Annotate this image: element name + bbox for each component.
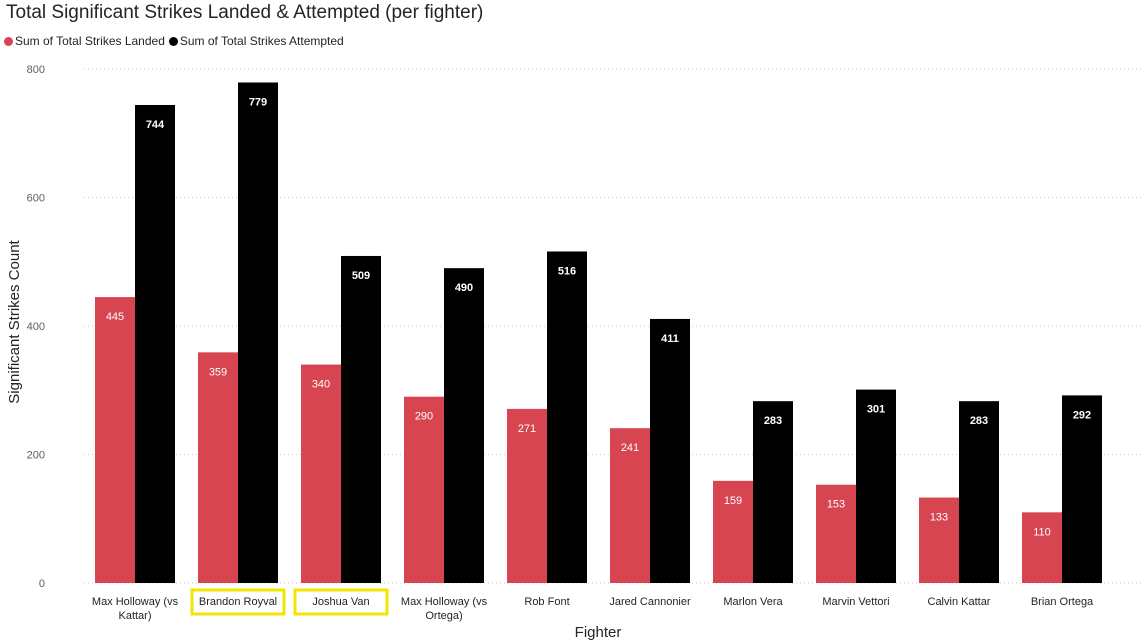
x-tick-label: Marlon Vera bbox=[723, 596, 783, 608]
bar-landed[interactable] bbox=[919, 497, 959, 583]
y-tick-label: 600 bbox=[27, 193, 45, 205]
x-tick-label: Calvin Kattar bbox=[928, 596, 991, 608]
data-label-landed: 159 bbox=[724, 495, 742, 507]
y-tick-label: 0 bbox=[39, 578, 45, 590]
legend: Sum of Total Strikes Landed Sum of Total… bbox=[4, 34, 348, 48]
chart-title: Total Significant Strikes Landed & Attem… bbox=[6, 2, 484, 23]
data-label-landed: 290 bbox=[415, 411, 433, 423]
x-tick-label: Brandon Royval bbox=[199, 596, 277, 608]
data-label-attempted: 283 bbox=[764, 415, 782, 427]
bar-attempted[interactable] bbox=[753, 401, 793, 583]
bar-attempted[interactable] bbox=[1062, 395, 1102, 583]
x-tick-label: Jared Cannonier bbox=[609, 596, 691, 608]
data-label-attempted: 779 bbox=[249, 96, 267, 108]
bar-landed[interactable] bbox=[1022, 512, 1062, 583]
legend-marker-attempted bbox=[168, 36, 178, 46]
x-axis-ticks: Max Holloway (vs Kattar) Brandon Royval Jos… bbox=[92, 588, 1094, 622]
highlight-box bbox=[293, 588, 389, 616]
data-label-landed: 340 bbox=[312, 379, 330, 391]
y-axis-ticks: 0 200 400 600 800 bbox=[27, 64, 45, 590]
bar-landed[interactable] bbox=[507, 408, 547, 583]
data-label-attempted: 301 bbox=[867, 404, 885, 416]
bar-attempted[interactable] bbox=[238, 82, 278, 584]
data-label-landed: 271 bbox=[518, 423, 536, 435]
data-label-landed: 359 bbox=[209, 366, 227, 378]
bars bbox=[95, 82, 1102, 584]
x-tick-label: Marvin Vettori bbox=[822, 596, 889, 608]
data-label-landed: 133 bbox=[930, 512, 948, 524]
legend-marker-landed bbox=[4, 36, 13, 46]
bar-landed[interactable] bbox=[816, 484, 856, 583]
bar-attempted[interactable] bbox=[341, 255, 381, 583]
y-tick-label: 800 bbox=[27, 64, 45, 76]
x-tick-label: Joshua Van bbox=[312, 596, 369, 608]
y-axis-title: Significant Strikes Count bbox=[6, 239, 23, 403]
bar-attempted[interactable] bbox=[444, 268, 484, 583]
legend-item-attempted[interactable]: Sum of Total Strikes Attempted bbox=[168, 34, 344, 48]
data-label-attempted: 283 bbox=[970, 415, 988, 427]
y-tick-label: 400 bbox=[27, 321, 45, 333]
bar-attempted[interactable] bbox=[856, 389, 896, 583]
bar-landed[interactable] bbox=[301, 364, 341, 583]
bar-attempted[interactable] bbox=[547, 251, 587, 583]
bar-landed[interactable] bbox=[198, 352, 238, 583]
x-tick-label: Max Holloway (vs Ortega) bbox=[401, 596, 488, 622]
bar-attempted[interactable] bbox=[135, 104, 175, 583]
x-tick-label: Max Holloway (vs Kattar) bbox=[92, 596, 179, 622]
legend-label-landed: Sum of Total Strikes Landed bbox=[15, 34, 165, 48]
data-label-landed: 110 bbox=[1033, 526, 1051, 538]
bar-landed[interactable] bbox=[95, 297, 135, 583]
bar-attempted[interactable] bbox=[959, 401, 999, 583]
data-label-attempted: 744 bbox=[146, 119, 165, 131]
data-label-attempted: 490 bbox=[455, 282, 473, 294]
bar-landed[interactable] bbox=[713, 480, 753, 583]
x-axis-title: Fighter bbox=[575, 624, 622, 641]
data-label-attempted: 292 bbox=[1073, 409, 1091, 421]
highlight-box bbox=[190, 588, 286, 616]
x-tick-label: Rob Font bbox=[524, 596, 569, 608]
data-labels: 445 744 359 779 340 509 290 490 271 516 241 411 159 2… bbox=[106, 96, 1091, 538]
legend-label-attempted: Sum of Total Strikes Attempted bbox=[179, 34, 344, 48]
y-tick-label: 200 bbox=[27, 450, 45, 462]
data-label-attempted: 509 bbox=[352, 270, 370, 282]
data-label-landed: 445 bbox=[106, 311, 124, 323]
data-label-attempted: 411 bbox=[661, 333, 679, 345]
x-tick-label: Brian Ortega bbox=[1031, 596, 1094, 608]
data-label-attempted: 516 bbox=[558, 265, 576, 277]
data-label-landed: 153 bbox=[827, 499, 845, 511]
bar-attempted[interactable] bbox=[650, 318, 690, 583]
data-label-landed: 241 bbox=[621, 442, 639, 454]
bar-landed[interactable] bbox=[610, 428, 650, 583]
legend-item-landed[interactable]: Sum of Total Strikes Landed bbox=[4, 34, 165, 48]
bar-landed[interactable] bbox=[404, 396, 444, 583]
